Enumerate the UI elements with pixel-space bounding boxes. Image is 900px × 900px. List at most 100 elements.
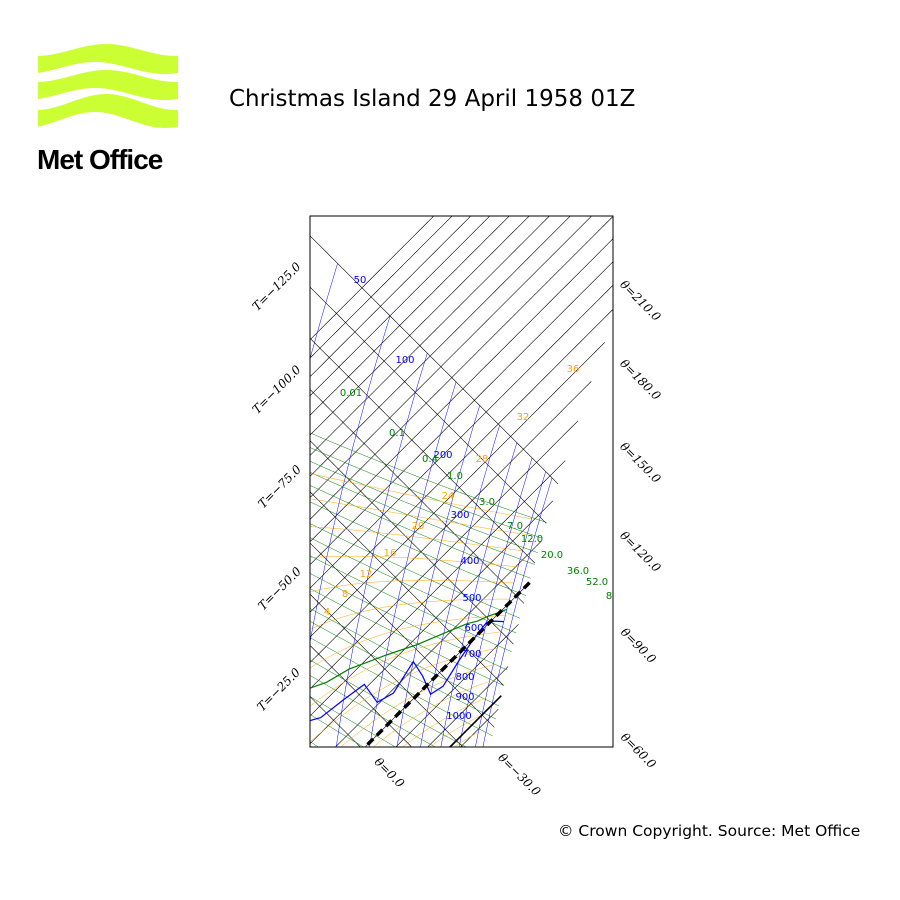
mixing-ratio-label: 12.0 xyxy=(521,534,543,545)
isentrope-axis-label: θ=−30.0 xyxy=(495,751,543,799)
isentrope-axis-label: θ=60.0 xyxy=(618,730,659,771)
isentrope-line xyxy=(310,381,592,664)
moist-adiabat-line xyxy=(372,681,490,747)
moist-adiabat-label: 28 xyxy=(476,454,489,465)
isobar-line xyxy=(335,353,428,747)
moist-adiabat-line xyxy=(310,598,510,630)
mixing-ratio-line xyxy=(310,659,467,747)
mixing-ratio-line xyxy=(310,485,531,579)
mixing-ratio-lines xyxy=(141,432,547,900)
isentrope-axis-label: θ=0.0 xyxy=(372,755,408,791)
isentrope-axis-label: θ=120.0 xyxy=(617,528,664,575)
isentrope-line xyxy=(310,420,579,690)
mixing-ratio-line xyxy=(141,769,453,900)
isentrope-line xyxy=(310,216,571,477)
isentrope-line xyxy=(33,797,480,900)
isotherm-axis-label: T=−125.0 xyxy=(250,259,304,313)
mixing-ratio-line xyxy=(310,537,517,634)
isentrope-line xyxy=(310,342,606,638)
logo-text: Met Office xyxy=(37,144,163,174)
isentrope-axis-label: θ=150.0 xyxy=(617,439,664,486)
mixing-ratio-line xyxy=(310,588,504,686)
isentrope-line xyxy=(24,753,489,900)
mixing-ratio-line xyxy=(310,696,396,747)
isobar-label: 900 xyxy=(455,692,474,703)
isobar-line xyxy=(482,477,553,747)
isotherm-axis-label: T=−25.0 xyxy=(254,665,303,714)
isentrope-line xyxy=(364,582,530,747)
isobar-lines xyxy=(45,84,553,900)
isotherm-line xyxy=(0,525,449,900)
isotherm-line xyxy=(310,286,547,524)
mixing-ratio-label: 3.0 xyxy=(479,497,495,508)
isentrope-axis-label: θ=210.0 xyxy=(617,277,664,324)
isobar-label: 800 xyxy=(455,672,474,683)
mixing-ratio-line xyxy=(310,637,493,737)
isentrope-axis-label: θ=180.0 xyxy=(617,356,664,403)
chart-title: Christmas Island 29 April 1958 01Z xyxy=(229,86,636,112)
isotherm-axis-label: T=−100.0 xyxy=(250,362,304,416)
isotherm-line xyxy=(310,235,559,485)
isobar-label: 400 xyxy=(460,556,479,567)
moist-adiabat-line xyxy=(310,631,502,707)
moist-adiabat-lines xyxy=(310,473,532,747)
isentrope-axis-label: θ=90.0 xyxy=(618,625,659,666)
mixing-ratio-label: 0.4 xyxy=(422,454,438,465)
isentrope-line xyxy=(310,500,554,745)
moist-adiabat-line xyxy=(340,664,494,747)
isotherm-line xyxy=(310,337,536,564)
moist-adiabat-line xyxy=(429,714,483,747)
moist-adiabat-line xyxy=(453,731,479,747)
isobar-label: 600 xyxy=(464,623,483,634)
moist-adiabat-line xyxy=(402,697,486,747)
isentrope-line xyxy=(395,624,519,747)
mixing-ratio-line xyxy=(310,555,512,653)
isobar-label: 200 xyxy=(433,450,452,461)
isobar-line xyxy=(458,457,533,747)
mixing-ratio-line xyxy=(143,734,457,900)
isobar-line xyxy=(369,381,457,747)
isotherm-line xyxy=(0,573,446,900)
temperature-profile-line xyxy=(310,608,508,689)
mixing-ratio-line xyxy=(310,471,535,565)
moist-adiabat-line xyxy=(310,615,506,669)
mixing-ratio-line xyxy=(149,666,468,874)
isobar-line xyxy=(310,315,391,645)
mixing-ratio-line xyxy=(310,501,527,596)
isentrope-line xyxy=(310,216,593,499)
isobar-line xyxy=(396,405,480,747)
isotherm-line xyxy=(0,431,458,900)
mixing-ratio-label: 0.1 xyxy=(389,428,405,439)
isobar-label: 300 xyxy=(450,510,469,521)
mixing-ratio-line xyxy=(146,692,463,900)
isentrope-line xyxy=(310,238,613,543)
mixing-ratio-line xyxy=(310,460,538,553)
moist-adiabat-line xyxy=(310,498,528,536)
moist-adiabat-label: 36 xyxy=(567,364,580,375)
isotherm-line xyxy=(0,837,454,900)
mixing-ratio-line xyxy=(310,573,508,671)
isobar-label: 1000 xyxy=(446,711,471,722)
isentrope-line xyxy=(310,460,566,717)
isentrope-line xyxy=(310,261,613,566)
met-office-logo: Met Office xyxy=(36,44,182,175)
mixing-ratio-line xyxy=(310,523,521,619)
mixing-ratio-label: 1.0 xyxy=(447,471,463,482)
isotherm-line xyxy=(310,644,413,747)
mixing-ratio-line xyxy=(310,621,497,720)
isentrope-line xyxy=(310,284,613,589)
isobar-line xyxy=(45,84,158,900)
moist-adiabat-label: 4 xyxy=(324,607,330,618)
isobar-label: 500 xyxy=(462,593,481,604)
moist-adiabat-label: 20 xyxy=(412,521,425,532)
isobar-label: 100 xyxy=(395,355,414,366)
sounding-series xyxy=(310,581,531,747)
mixing-ratio-line xyxy=(310,432,547,523)
moist-adiabat-label: 8 xyxy=(342,589,348,600)
isentrope-line xyxy=(54,887,466,900)
isobar-label: 700 xyxy=(462,649,481,660)
isentrope-line xyxy=(460,708,499,747)
isotherm-line xyxy=(0,726,446,900)
moist-adiabat-line xyxy=(310,648,498,743)
